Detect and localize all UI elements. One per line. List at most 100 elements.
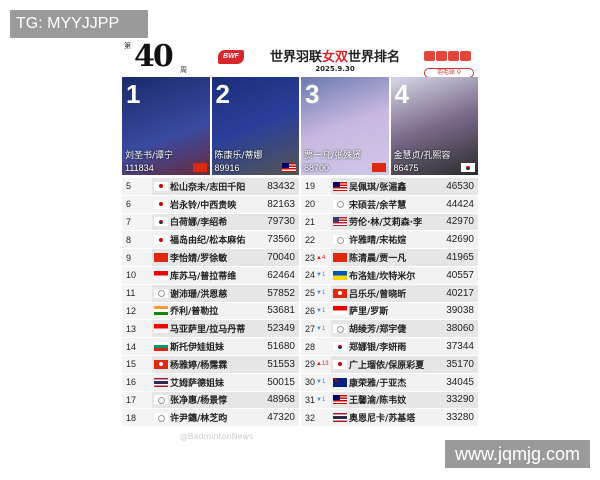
rank: 3 [305,79,320,109]
pair-names: 乔利/普勒拉 [170,307,219,318]
points: 33280 [446,412,474,424]
watermark-bottom-right: www.jqmjg.com [445,440,590,468]
pair-names: 陈康乐/蒂娜 [214,151,263,161]
pair-names: 萨里/罗斯 [349,307,389,318]
table-row: 26 ▼1 萨里/罗斯 39038 [301,302,478,321]
points: 51680 [267,341,295,353]
points: 70040 [267,252,295,264]
pair-names: 陈清晨/贾一凡 [349,254,407,265]
table-row: 9 李怡婧/罗徐敏 70040 [122,249,299,267]
top-pair-2: 2 陈康乐/蒂娜 89916 [211,77,299,175]
points: 35170 [446,358,474,370]
weibo-icon[interactable] [460,51,471,61]
pair-names: 许雅晴/宋祐媗 [349,236,407,247]
table-row: 27 ▼1 胡绫芳/郑宇倢 38060 [301,320,478,339]
flag-icon [192,163,207,172]
pair-names: 谢沛珊/洪恩慈 [170,289,228,300]
table-row: 16 艾姆萨德姐妹 50015 [122,373,299,392]
points: 57852 [267,287,295,299]
flag-icon [154,199,168,209]
rank: 5 [126,181,132,192]
pair-names: 福岛由纪/松本麻佑 [170,236,246,247]
paw-icon[interactable] [448,51,459,61]
flag-icon [333,253,347,263]
flag-icon [154,181,168,191]
rank: 27 [305,323,316,334]
rank-change: ▲13 [316,361,329,368]
table-row: 15 杨雅婷/杨霈霖 51553 [122,355,299,374]
flag-icon [282,163,296,172]
points: 48968 [267,394,295,406]
flag-icon [154,288,168,298]
pair-names: 金慧贞/孔熙容 [393,151,451,161]
rank: 9 [126,252,132,263]
rank: 20 [305,199,316,210]
pair-names: 张净惠/杨景惇 [170,396,228,407]
points: 50015 [267,376,295,388]
rank: 28 [305,341,316,352]
flag-icon [333,199,347,209]
pair-names: 胡绫芳/郑宇倢 [349,325,407,336]
bwf-logo: BWF [218,50,244,64]
rank-change: ▼1 [316,379,326,386]
rank: 30 [305,377,316,388]
pair-names: 宋硕芸/余芊慧 [349,200,407,211]
points: 88700 [304,163,330,173]
rank-change: ▲4 [316,254,326,261]
rank: 23 [305,252,316,263]
flag-icon [154,359,168,369]
points: 52349 [267,323,295,335]
pair-names: 杨雅婷/杨霈霖 [170,360,228,371]
pair-names: 贾一凡/张殊贤 [304,151,362,161]
rank: 16 [126,377,137,388]
table-row: 31 ▼1 王馨渝/陈韦妏 33290 [301,391,478,410]
pair-names: 吕乐乐/曾晓昕 [349,289,407,300]
points: 33290 [446,394,474,406]
week-number: 40 [134,39,174,74]
points: 42970 [446,216,474,228]
flag-icon [154,270,168,280]
title-post: 世界排名 [348,50,401,65]
toutiao-icon[interactable] [436,51,447,61]
social-icons: 羽毛球 ⚲ [424,46,474,78]
rank: 15 [126,359,137,370]
top-pair-1: 1 刘圣书/谭宁 111834 [122,77,210,175]
flag-icon [154,324,168,334]
search-icon: ⚲ [456,69,462,76]
rank: 7 [126,216,132,227]
week-suffix: 周 [180,66,187,74]
table-row: 6 岩永铃/中西贵映 82163 [122,195,299,214]
rank: 10 [126,270,137,281]
rank: 22 [305,234,316,245]
flag-icon [461,163,475,172]
flag-icon [154,253,168,263]
search-label: 羽毛球 [436,69,455,76]
top-pair-3: 3 贾一凡/张殊贤 88700 [301,77,389,175]
table-row: 11 谢沛珊/洪恩慈 57852 [122,284,299,303]
pair-names: 艾姆萨德姐妹 [170,378,225,389]
points: 51553 [267,358,295,370]
rank: 25 [305,288,316,299]
pair-names: 布洛娃/坎特米尔 [349,271,416,282]
points: 44424 [446,198,474,210]
flag-icon [154,217,168,227]
table-row: 13 马亚萨里/拉马丹蒂 52349 [122,320,299,339]
flag-icon [333,324,347,334]
points: 40557 [446,269,474,281]
pair-names: 李怡婧/罗徐敏 [170,254,228,265]
pair-names: 吴佩琪/张湄鑫 [349,182,407,193]
pair-names: 斯托伊娃姐妹 [170,343,225,354]
pair-names: 岩永铃/中西贵映 [170,200,237,211]
flag-icon [333,377,347,387]
page-title: BWF 世界羽联女双世界排名 2025.9.30 [218,46,422,73]
rank: 31 [305,394,316,405]
pair-names: 刘圣书/谭宁 [125,151,174,161]
weibo-credit: @BadmintonNews [180,432,254,441]
table-row: 21 劳伦·林/艾莉森·李 42970 [301,213,478,232]
points: 39038 [446,305,474,317]
ranking-date: 2025.9.30 [315,65,355,73]
rank: 12 [126,305,137,316]
wechat-icon[interactable] [424,51,435,61]
pair-names: 康荣雅/于亚杰 [349,378,407,389]
points: 46530 [446,180,474,192]
